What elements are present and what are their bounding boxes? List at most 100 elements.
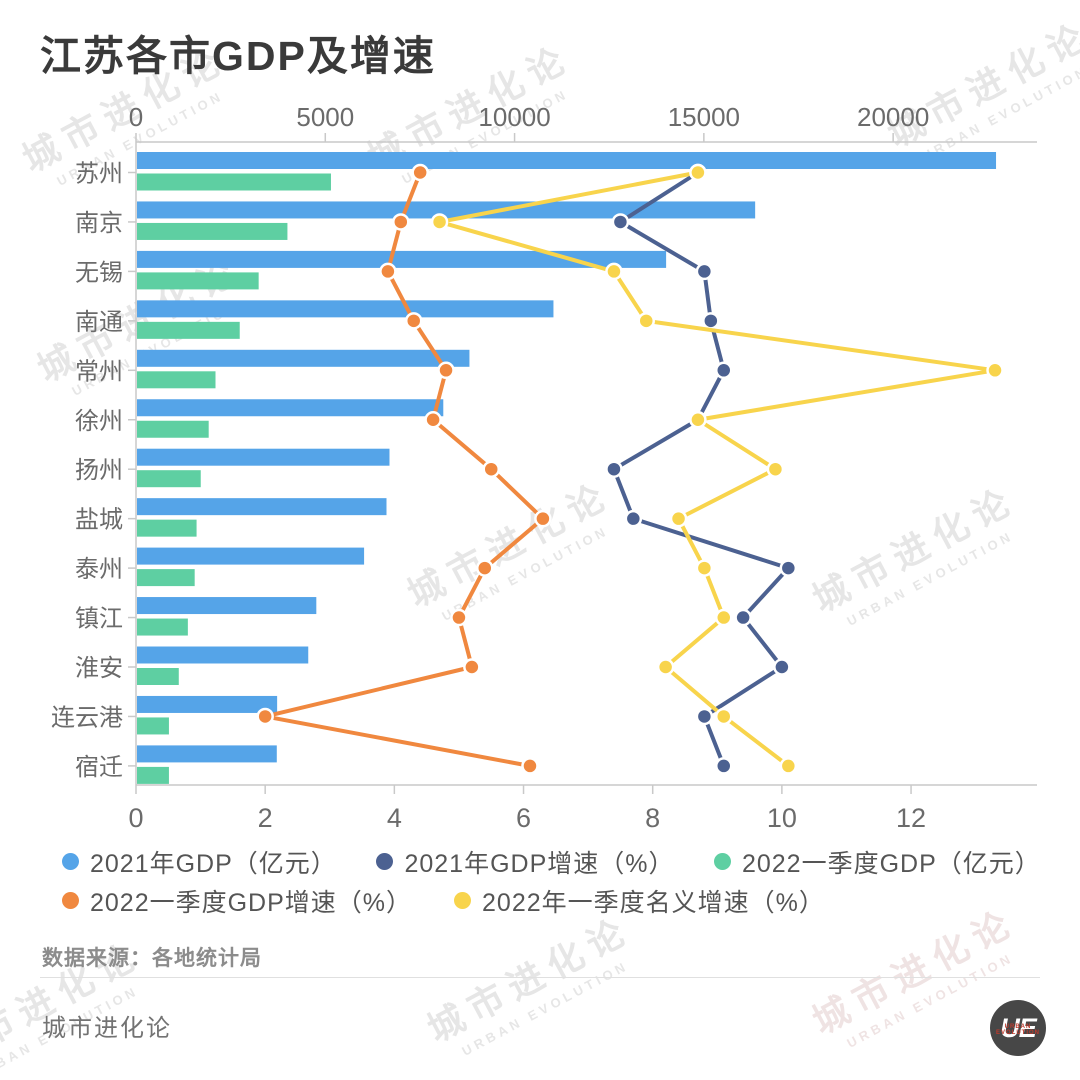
data-point xyxy=(734,608,752,627)
top-axis-tick-label: 0 xyxy=(129,102,143,132)
data-point xyxy=(437,361,455,380)
city-label: 镇江 xyxy=(75,606,123,633)
legend: 2021年GDP（亿元） 2021年GDP增速（%） 2022一季度GDP（亿元… xyxy=(62,842,1080,920)
bar xyxy=(137,250,667,268)
data-point xyxy=(404,312,423,330)
legend-label: 2022年一季度名义增速（%） xyxy=(482,888,825,917)
bar xyxy=(137,173,331,191)
data-point xyxy=(450,608,468,627)
top-axis-tick-label: 10000 xyxy=(478,102,550,132)
legend-dot-icon xyxy=(713,853,731,870)
data-point xyxy=(256,707,274,726)
city-label: 无锡 xyxy=(75,259,123,286)
top-axis-tick-label: 15000 xyxy=(668,102,740,132)
bar xyxy=(137,420,209,438)
legend-label: 2022一季度GDP（亿元） xyxy=(741,849,1041,878)
footer-divider xyxy=(40,977,1040,978)
legend-dot-icon xyxy=(376,853,394,870)
data-point xyxy=(637,312,655,330)
bar-2021-gdp xyxy=(137,152,997,763)
line-2022q1-growth xyxy=(256,163,552,775)
bar xyxy=(137,498,387,516)
bar xyxy=(137,519,197,537)
data-point xyxy=(689,163,707,182)
line-2022q1-nominal-growth xyxy=(430,163,1004,775)
bar xyxy=(137,399,444,417)
source-note: 数据来源：各地统计局 xyxy=(42,947,262,970)
bar xyxy=(137,222,288,240)
legend-label: 2021年GDP（亿元） xyxy=(90,849,337,878)
bottom-axis-tick-label: 12 xyxy=(896,803,926,833)
bar xyxy=(137,618,188,636)
data-point xyxy=(624,509,643,528)
bar xyxy=(137,745,277,763)
legend-item-2021-gdp: 2021年GDP（亿元） xyxy=(62,844,337,880)
data-point xyxy=(695,559,714,577)
ue-logo: UE URBAN EVOLUTION xyxy=(990,1000,1046,1056)
bottom-axis-tick-label: 6 xyxy=(516,803,531,833)
bar xyxy=(137,597,317,615)
city-label: 宿迁 xyxy=(75,754,123,781)
legend-item-2022q1-gdp: 2022一季度GDP（亿元） xyxy=(713,844,1041,880)
data-point xyxy=(424,411,442,429)
watermark-en: URBAN EVOLUTION xyxy=(459,957,631,1059)
bar xyxy=(137,448,390,466)
data-point xyxy=(779,559,798,577)
bottom-axis-tick-label: 0 xyxy=(128,803,143,833)
top-axis-tick-label: 5000 xyxy=(296,102,354,132)
data-point xyxy=(430,213,449,231)
data-point xyxy=(534,509,552,528)
bar xyxy=(137,717,169,735)
data-point xyxy=(411,163,429,182)
data-point xyxy=(714,608,733,627)
city-label: 南京 xyxy=(75,210,123,237)
bar xyxy=(137,569,195,587)
city-label: 徐州 xyxy=(75,408,123,435)
bar xyxy=(137,321,240,339)
bottom-axis-tick-label: 10 xyxy=(767,803,797,833)
bar xyxy=(137,152,997,169)
city-label: 淮安 xyxy=(75,655,123,682)
data-point xyxy=(463,658,481,676)
gdp-combo-chart: 0 5000 10000 15000 20000 0 2 4 6 8 10 12 苏州南京无锡南通常州徐… xyxy=(51,102,1037,833)
data-point xyxy=(482,460,500,478)
bottom-axis-tick-label: 2 xyxy=(258,803,273,833)
bar xyxy=(137,646,309,664)
legend-label: 2022一季度GDP增速（%） xyxy=(90,888,413,917)
data-point xyxy=(714,361,733,380)
legend-item-2021-growth: 2021年GDP增速（%） xyxy=(376,844,674,880)
data-point xyxy=(779,757,798,775)
bottom-axis-tick-label: 8 xyxy=(645,803,660,833)
data-point xyxy=(702,312,720,330)
bar xyxy=(137,668,179,685)
legend-item-2022q1-nominal: 2022年一季度名义增速（%） xyxy=(454,883,825,919)
data-point xyxy=(714,757,733,775)
data-point xyxy=(773,658,791,676)
data-point xyxy=(714,707,733,726)
bar xyxy=(137,201,756,219)
legend-row-1: 2021年GDP（亿元） 2021年GDP增速（%） 2022一季度GDP（亿元… xyxy=(62,842,1080,881)
legend-dot-icon xyxy=(62,853,79,870)
bar xyxy=(137,766,169,784)
data-point xyxy=(695,707,714,726)
data-point xyxy=(689,411,707,429)
data-point xyxy=(695,262,714,281)
data-point xyxy=(611,213,630,231)
bar xyxy=(137,349,470,367)
city-label: 苏州 xyxy=(75,161,123,188)
bottom-axis-tick-label: 4 xyxy=(387,803,402,833)
bar xyxy=(137,470,201,488)
top-axis-tick-label: 20000 xyxy=(857,102,929,132)
data-point xyxy=(656,658,675,676)
legend-row-2: 2022一季度GDP增速（%） 2022年一季度名义增速（%） xyxy=(62,881,1080,920)
data-point xyxy=(669,509,688,528)
city-label: 扬州 xyxy=(75,457,123,484)
city-label: 盐城 xyxy=(75,507,123,534)
legend-dot-icon xyxy=(454,892,472,909)
city-label: 泰州 xyxy=(75,556,123,583)
axes: 0 5000 10000 15000 20000 0 2 4 6 8 10 12 xyxy=(128,102,1037,833)
data-point xyxy=(379,262,397,281)
data-point xyxy=(476,559,494,577)
bar xyxy=(137,547,365,565)
